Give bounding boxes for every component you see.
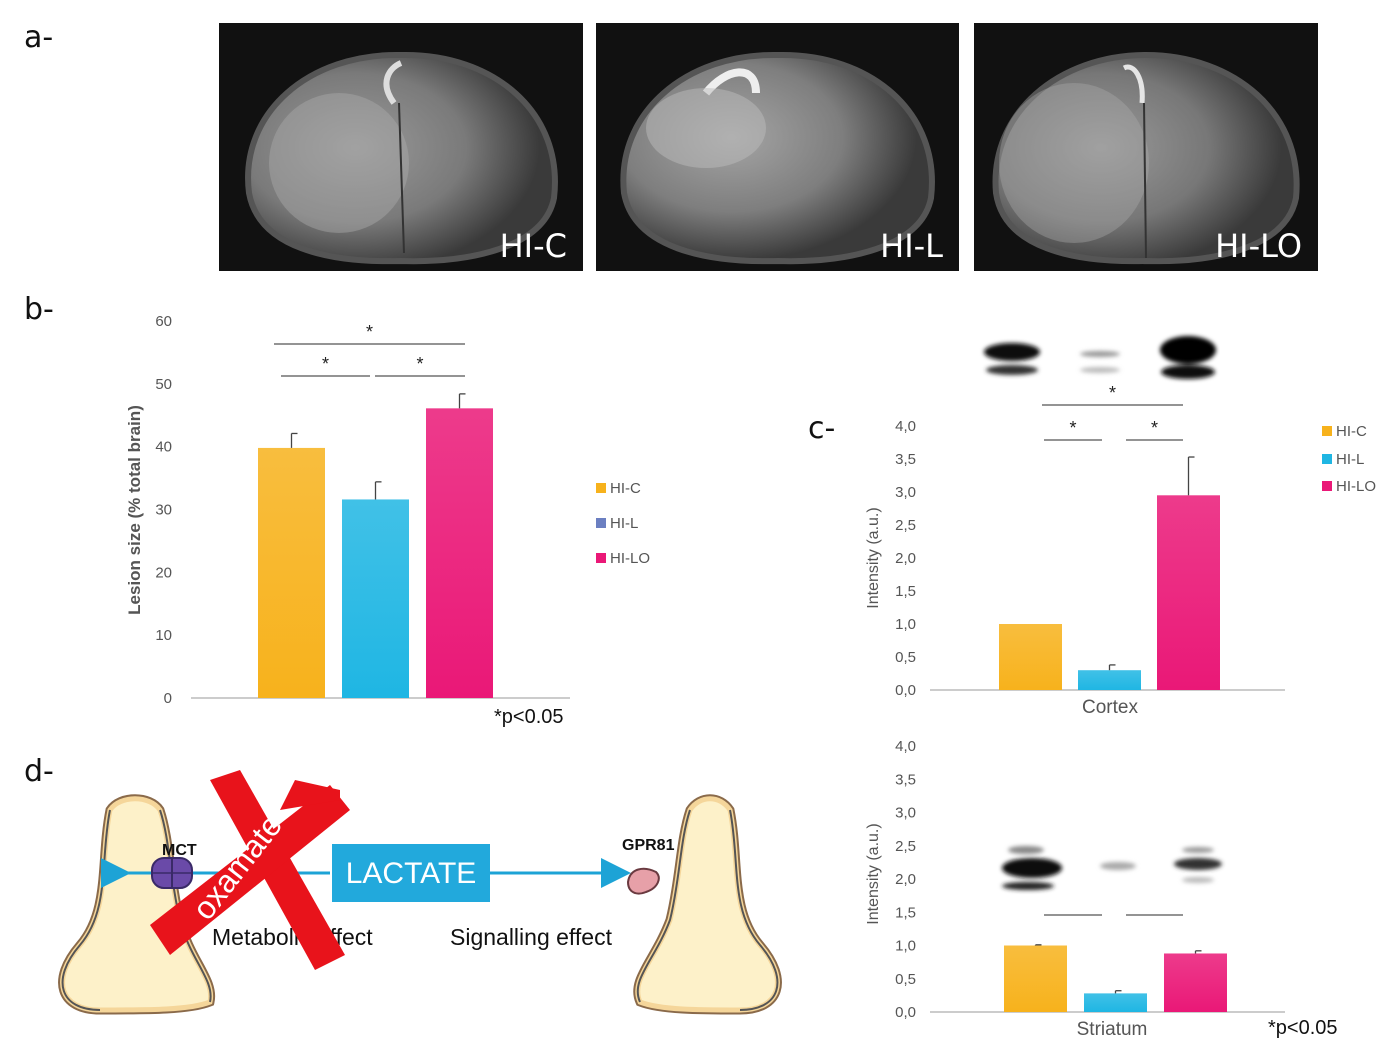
lactate-box (332, 844, 490, 902)
gpr81-label: GPR81 (622, 837, 675, 854)
y-tick-label: 2,5 (895, 517, 916, 534)
mri-label: HI-L (880, 227, 943, 265)
lesion-size-chart: 0 10 20 30 40 50 60 Lesion size (% total brain)… (125, 313, 570, 707)
mri-image-hil: HI-L (596, 23, 959, 271)
p-value-note-b: *p<0.05 (494, 706, 564, 728)
mri-label: HI-LO (1215, 227, 1302, 265)
bar-hi-lo (426, 408, 493, 698)
y-tick-label: 1,5 (895, 904, 916, 921)
signalling-effect-label: Signalling effect (450, 924, 613, 950)
y-tick-label: 0,5 (895, 971, 916, 988)
legend-b-hilo: HI-LO (596, 550, 650, 567)
y-tick-label: 3,5 (895, 451, 916, 468)
legend-b-hil: HI-L (596, 515, 638, 532)
legend-swatch (596, 553, 606, 563)
y-tick-label: 2,0 (895, 871, 916, 888)
y-axis-label: Intensity (a.u.) (865, 507, 882, 608)
y-tick-label: 10 (155, 627, 172, 644)
y-axis-label: Lesion size (% total brain) (125, 405, 144, 615)
significance-star: * (1109, 383, 1116, 403)
legend-label: HI-L (610, 515, 639, 532)
legend-b-hic: HI-C (596, 480, 641, 497)
y-tick-label: 1,0 (895, 938, 916, 955)
significance-star: * (1069, 418, 1076, 438)
inhibition-cross (150, 770, 350, 970)
y-tick-label: 0,0 (895, 682, 916, 699)
y-tick-label: 1,0 (895, 616, 916, 633)
y-tick-label: 30 (155, 502, 172, 519)
significance-star: * (322, 354, 329, 374)
y-tick-label: 3,0 (895, 484, 916, 501)
y-tick-label: 0 (164, 690, 172, 707)
bar-hi-lo (1164, 953, 1227, 1012)
legend-swatch (1322, 481, 1332, 491)
gpr81-receptor (626, 867, 660, 895)
legend-c-hilo: HI-LO (1322, 478, 1376, 495)
legend-label: HI-LO (1336, 478, 1377, 495)
striatum-intensity-chart: 0,0 0,5 1,0 1,5 2,0 2,5 3,0 3,5 4,0 Intensity (a.… (865, 738, 1285, 1040)
bar-hi-c (1004, 945, 1067, 1012)
panel-label-d: d- (24, 754, 54, 789)
lactate-mechanism-diagram: MCT GPR81 LACTATE Metabolic effect Signa… (58, 770, 782, 1015)
y-tick-label: 2,5 (895, 838, 916, 855)
cortex-intensity-chart: 0,0 0,5 1,0 1,5 2,0 2,5 3,0 3,5 4,0 Intensity (a.… (865, 383, 1285, 718)
panel-label-b: b- (24, 292, 54, 327)
mri-image-hic: HI-C (219, 23, 583, 271)
lactate-label: LACTATE (346, 857, 477, 890)
legend-swatch (596, 518, 606, 528)
y-tick-label: 3,0 (895, 805, 916, 822)
western-blot-cortex (960, 330, 1220, 388)
bar-hi-l (1084, 993, 1147, 1012)
y-tick-label: 40 (155, 439, 172, 456)
bar-hi-lo (1157, 495, 1220, 690)
bar-hi-l (1078, 670, 1141, 690)
significance-star: * (366, 322, 373, 342)
legend-label: HI-C (1336, 423, 1367, 440)
y-tick-label: 60 (155, 313, 172, 330)
y-tick-label: 0,5 (895, 649, 916, 666)
legend-label: HI-C (610, 480, 641, 497)
legend-label: HI-LO (610, 550, 651, 567)
significance-star: * (416, 354, 423, 374)
y-tick-label: 0,0 (895, 1004, 916, 1021)
x-axis-label: Cortex (1082, 697, 1138, 718)
legend-c-hic: HI-C (1322, 423, 1367, 440)
y-tick-label: 50 (155, 376, 172, 393)
legend-swatch (1322, 426, 1332, 436)
mct-label: MCT (162, 842, 197, 859)
x-axis-label: Striatum (1077, 1019, 1148, 1040)
mri-image-hilo: HI-LO (974, 23, 1318, 271)
y-tick-label: 4,0 (895, 418, 916, 435)
bar-hi-c (258, 447, 325, 698)
y-axis-label: Intensity (a.u.) (865, 823, 882, 924)
y-tick-label: 2,0 (895, 550, 916, 567)
p-value-note-c: *p<0.05 (1268, 1017, 1338, 1039)
significance-star: * (1151, 418, 1158, 438)
y-tick-label: 20 (155, 564, 172, 581)
bar-hi-c (999, 624, 1062, 690)
y-tick-label: 3,5 (895, 771, 916, 788)
y-tick-label: 4,0 (895, 738, 916, 755)
panel-label-c: c- (808, 411, 836, 446)
legend-label: HI-L (1336, 451, 1365, 468)
panel-label-a: a- (24, 20, 54, 55)
legend-swatch (1322, 454, 1332, 464)
mct-transporter (151, 857, 193, 889)
legend-c-hil: HI-L (1322, 451, 1364, 468)
y-tick-label: 1,5 (895, 583, 916, 600)
bar-hi-l (342, 499, 409, 698)
western-blot-striatum (1002, 846, 1222, 890)
mri-label: HI-C (499, 227, 567, 265)
legend-swatch (596, 483, 606, 493)
